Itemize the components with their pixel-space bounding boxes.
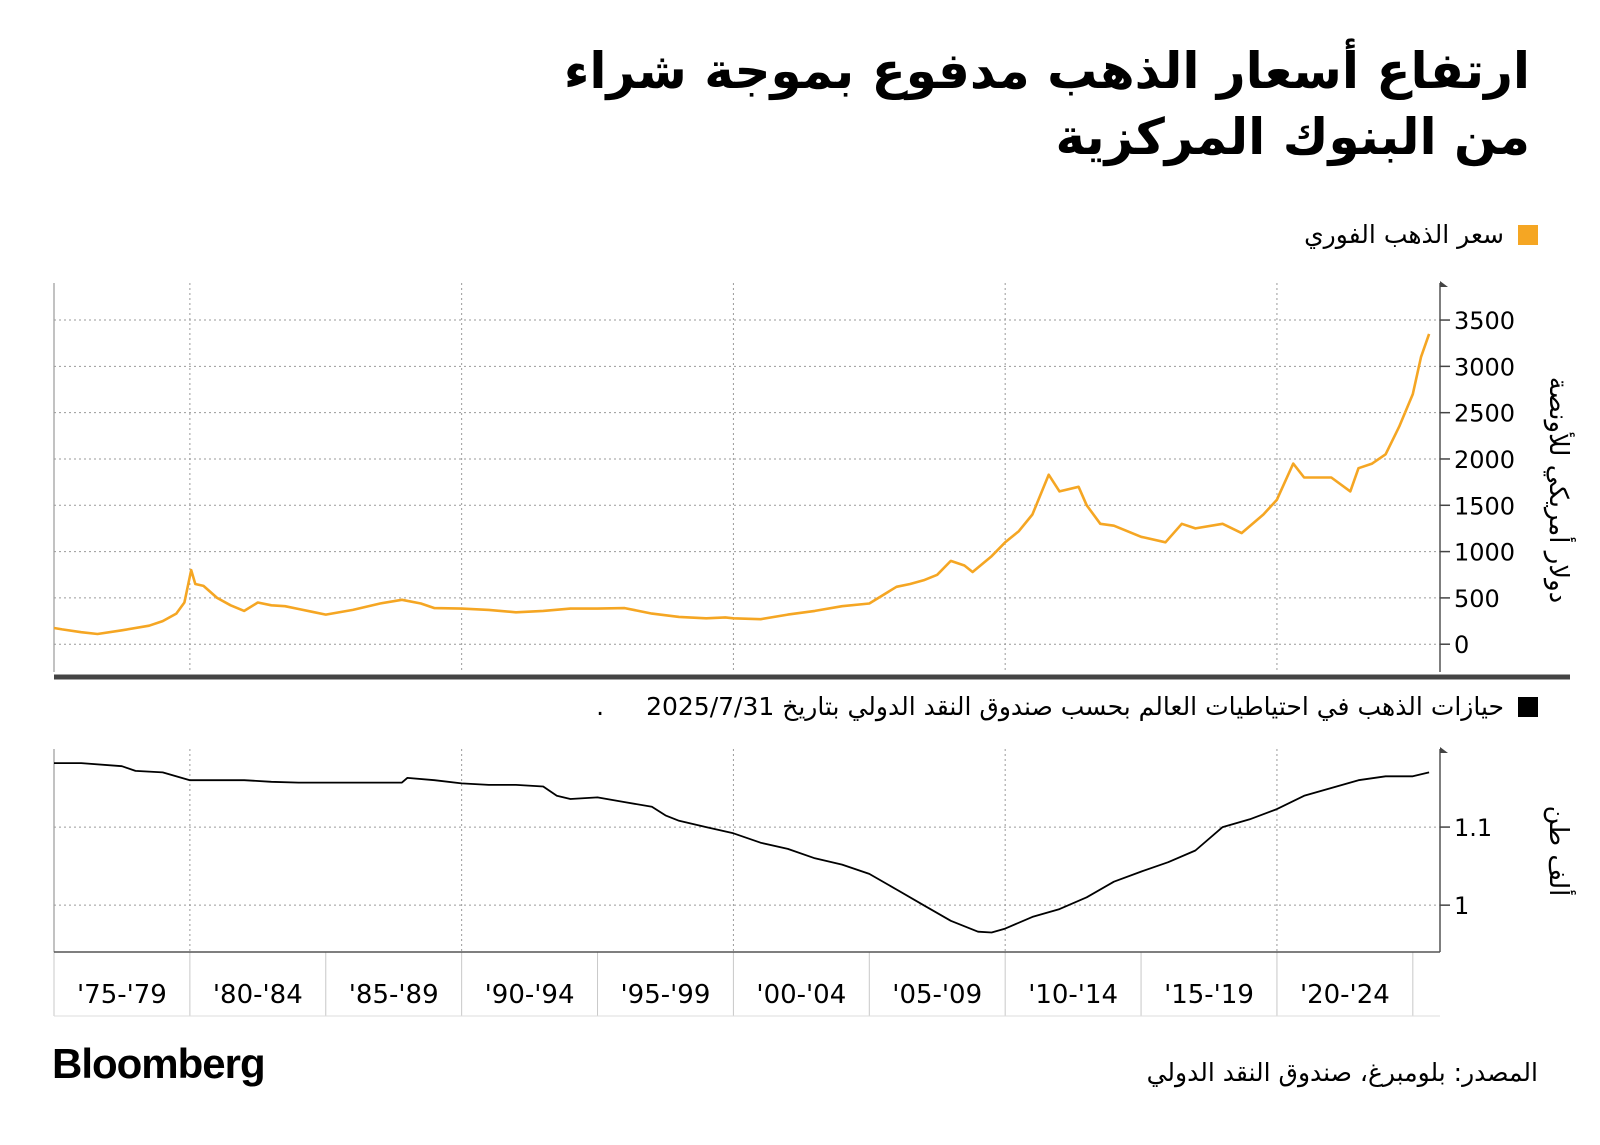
gold-price-y-axis-title: دولار أمريكي للأونصة (1543, 377, 1577, 604)
x-axis-label: '95-'99 (621, 980, 711, 1010)
gold-price-tick-label: 0 (1454, 631, 1469, 659)
gold-price-ticks: 0 500 1000 1500 2000 2500 3000 3500 (1440, 307, 1515, 659)
gold-price-grid (54, 319, 1440, 645)
gold-price-tick-label: 500 (1454, 585, 1500, 613)
bottom-axis-arrow-icon (1440, 747, 1448, 753)
reserves-line (54, 762, 1430, 934)
x-axis-label: '90-'94 (485, 980, 575, 1010)
gold-price-tick-label: 2500 (1454, 400, 1515, 428)
gold-price-tick-label: 1000 (1454, 539, 1515, 567)
reserves-grid (54, 826, 1440, 906)
top-axis-arrow-icon (1440, 281, 1448, 287)
gold-price-tick-label: 3000 (1454, 353, 1515, 381)
legend-gold-label: سعر الذهب الفوري (1304, 220, 1504, 249)
reserves-y-axis-title: ألف طن (1543, 806, 1577, 897)
x-axis-label: '10-'14 (1028, 980, 1118, 1010)
x-axis-label: '00-'04 (756, 980, 846, 1010)
x-axis-labels: '75-'79 '80-'84 '85-'89 '90-'94 '95-'99 '00-'… (77, 980, 1390, 1010)
chart-axes (53, 281, 1570, 1017)
legend-reserves-swatch-icon (1518, 696, 1538, 717)
x-axis-label: '15-'19 (1164, 980, 1254, 1010)
x-axis-label: '20-'24 (1300, 980, 1390, 1010)
reserves-tick-label: 1 (1454, 892, 1469, 920)
gold-price-line (53, 333, 1431, 636)
x-axis-label: '80-'84 (213, 980, 303, 1010)
period-gridlines (53, 283, 1414, 1016)
x-axis-label: '05-'09 (892, 980, 982, 1010)
gold-price-tick-label: 1500 (1454, 492, 1515, 520)
reserves-tick-label: 1.1 (1454, 814, 1492, 842)
x-axis-label: '85-'89 (349, 980, 439, 1010)
source-note: المصدر: بلومبرغ، صندوق النقد الدولي (1146, 1058, 1538, 1087)
legend-reserves-label: حيازات الذهب في احتياطيات العالم بحسب صن… (646, 692, 1504, 721)
reserves-ticks: 11.1 (1440, 814, 1492, 920)
x-axis-label: '75-'79 (77, 980, 167, 1010)
gold-price-tick-label: 3500 (1454, 307, 1515, 335)
legend-gold-reserves: حيازات الذهب في احتياطيات العالم بحسب صن… (596, 692, 1538, 721)
legend-reserves-suffix: . (596, 692, 605, 721)
legend-gold-price: سعر الذهب الفوري (1304, 220, 1538, 249)
bloomberg-logo: Bloomberg (52, 1040, 266, 1087)
chart-title: ارتفاع أسعار الذهب مدفوع بموجة شراء من ا… (563, 42, 1530, 166)
gold-price-tick-label: 2000 (1454, 446, 1515, 474)
legend-gold-swatch-icon (1518, 224, 1538, 245)
